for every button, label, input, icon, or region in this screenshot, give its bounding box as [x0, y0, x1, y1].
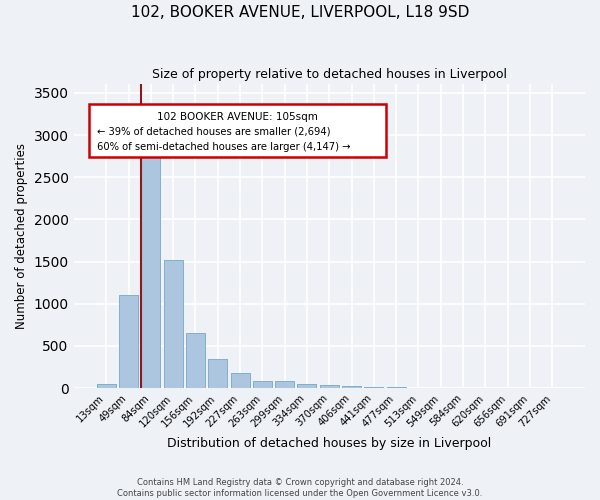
- Bar: [230, 372, 250, 388]
- Bar: [298, 384, 316, 388]
- Bar: [342, 386, 361, 388]
- Bar: [364, 387, 383, 388]
- Text: 102, BOOKER AVENUE, LIVERPOOL, L18 9SD: 102, BOOKER AVENUE, LIVERPOOL, L18 9SD: [131, 5, 469, 20]
- Bar: [208, 360, 227, 388]
- Y-axis label: Number of detached properties: Number of detached properties: [15, 144, 28, 330]
- X-axis label: Distribution of detached houses by size in Liverpool: Distribution of detached houses by size …: [167, 437, 491, 450]
- Bar: [275, 381, 294, 388]
- Bar: [164, 260, 182, 388]
- Bar: [275, 381, 294, 388]
- Bar: [230, 372, 250, 388]
- Bar: [97, 384, 116, 388]
- Bar: [164, 260, 182, 388]
- Bar: [186, 334, 205, 388]
- FancyBboxPatch shape: [89, 104, 386, 158]
- Bar: [142, 140, 160, 388]
- Bar: [208, 360, 227, 388]
- Bar: [320, 385, 339, 388]
- Bar: [142, 140, 160, 388]
- Text: 60% of semi-detached houses are larger (4,147) →: 60% of semi-detached houses are larger (…: [97, 142, 350, 152]
- Title: Size of property relative to detached houses in Liverpool: Size of property relative to detached ho…: [152, 68, 507, 80]
- Bar: [298, 384, 316, 388]
- Text: Contains HM Land Registry data © Crown copyright and database right 2024.
Contai: Contains HM Land Registry data © Crown c…: [118, 478, 482, 498]
- Bar: [119, 296, 138, 388]
- Bar: [320, 385, 339, 388]
- Bar: [119, 296, 138, 388]
- Text: ← 39% of detached houses are smaller (2,694): ← 39% of detached houses are smaller (2,…: [97, 127, 330, 137]
- Bar: [186, 334, 205, 388]
- Text: 102 BOOKER AVENUE: 105sqm: 102 BOOKER AVENUE: 105sqm: [157, 112, 317, 122]
- Bar: [342, 386, 361, 388]
- Bar: [253, 380, 272, 388]
- Bar: [97, 384, 116, 388]
- Bar: [364, 387, 383, 388]
- Bar: [253, 380, 272, 388]
